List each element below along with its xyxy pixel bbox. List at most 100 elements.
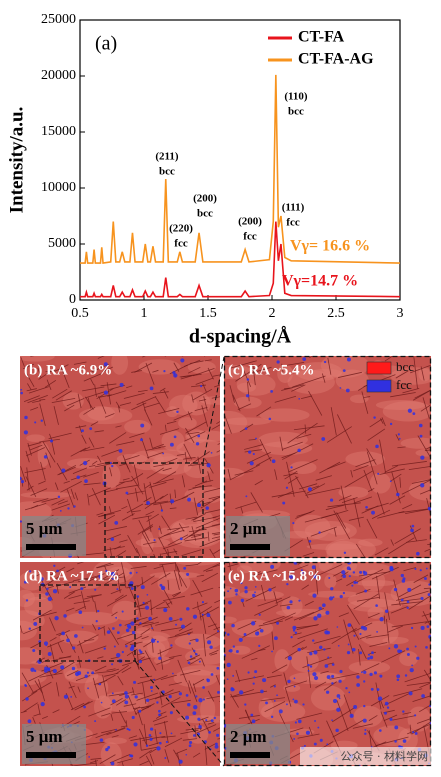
fcc-grain <box>231 623 235 628</box>
boundary <box>162 467 172 472</box>
fcc-grain <box>416 656 420 660</box>
fcc-grain <box>81 626 84 629</box>
fcc-grain <box>393 644 399 649</box>
fcc-grain <box>209 645 213 649</box>
boundary <box>296 433 312 439</box>
boundary <box>238 715 260 719</box>
fcc-grain <box>86 671 90 674</box>
boundary <box>421 613 431 617</box>
boundary <box>164 424 167 432</box>
boundary <box>217 738 220 740</box>
fcc-grain <box>371 651 374 655</box>
fcc-grain <box>414 714 417 717</box>
boundary <box>98 514 116 525</box>
fcc-grain <box>294 699 298 704</box>
boundary <box>54 661 75 675</box>
boundary <box>185 427 195 444</box>
boundary <box>114 594 124 601</box>
fcc-grain <box>192 614 198 619</box>
boundary <box>152 443 164 449</box>
fcc-grain <box>338 697 341 700</box>
fcc-grain <box>227 590 230 593</box>
boundary <box>301 584 310 590</box>
fcc-grain <box>23 430 28 435</box>
boundary <box>101 449 120 457</box>
grain <box>20 620 37 641</box>
fcc-grain <box>139 622 142 625</box>
fcc-grain <box>297 647 301 652</box>
grain <box>338 486 369 499</box>
fcc-grain <box>43 641 48 646</box>
fcc-grain <box>25 697 29 701</box>
boundary <box>135 607 146 610</box>
fcc-grain <box>388 647 391 650</box>
xrd-chart: (a) d-spacing/Å Intensity/a.u. 0.5 1 1.5 2 2… <box>6 12 403 347</box>
boundary <box>131 692 143 696</box>
boundary <box>298 607 324 621</box>
fcc-grain <box>118 623 122 627</box>
boundary <box>229 385 235 403</box>
boundary <box>207 367 214 380</box>
boundary <box>390 606 408 614</box>
boundary <box>78 577 92 583</box>
fcc-grain <box>259 628 264 633</box>
boundary <box>293 425 325 431</box>
boundary <box>202 524 220 530</box>
grain <box>345 451 385 467</box>
fcc-grain <box>347 643 350 646</box>
boundary <box>144 402 160 408</box>
boundary <box>26 467 30 491</box>
boundary <box>163 595 185 602</box>
fcc-grain <box>106 630 111 634</box>
boundary <box>104 488 118 493</box>
fcc-grain <box>425 567 428 570</box>
fcc-grain <box>216 666 220 670</box>
fcc-grain <box>180 358 185 363</box>
fcc-grain <box>217 630 220 633</box>
fcc-grain <box>313 574 317 579</box>
boundary <box>167 632 192 639</box>
fcc-grain <box>331 682 334 685</box>
boundary <box>70 702 85 711</box>
boundary <box>430 400 431 402</box>
boundary <box>173 749 181 762</box>
boundary <box>309 356 313 359</box>
fcc-grain <box>133 742 138 747</box>
boundary <box>326 426 352 443</box>
fcc-grain <box>228 600 232 605</box>
boundary <box>216 750 220 753</box>
boundary <box>307 647 331 654</box>
fcc-grain <box>274 636 278 641</box>
boundary <box>211 523 220 527</box>
fcc-grain <box>57 495 61 499</box>
boundary <box>42 576 60 588</box>
boundary <box>302 656 332 668</box>
boundary <box>149 481 157 504</box>
fcc-grain <box>34 421 37 424</box>
boundary <box>144 495 164 509</box>
boundary <box>254 604 278 616</box>
fcc-grain <box>129 581 134 586</box>
boundary <box>22 626 42 635</box>
boundary <box>27 383 32 391</box>
fcc-grain <box>111 577 114 580</box>
fcc-grain <box>80 587 84 591</box>
grain <box>169 394 198 415</box>
fcc-grain <box>140 423 145 428</box>
boundary <box>204 359 212 362</box>
boundary <box>102 569 120 580</box>
fcc-grain <box>286 703 288 706</box>
fcc-grain <box>67 507 70 510</box>
fcc-grain <box>156 746 161 751</box>
boundary <box>145 510 155 516</box>
fcc-grain <box>292 522 295 525</box>
boundary <box>23 395 40 403</box>
boundary <box>131 510 141 513</box>
boundary <box>383 615 386 624</box>
fcc-grain <box>427 506 431 511</box>
boundary <box>94 430 104 433</box>
grain <box>174 633 220 650</box>
grain <box>293 514 331 540</box>
fcc-grain <box>121 610 124 613</box>
boundary <box>158 408 180 415</box>
